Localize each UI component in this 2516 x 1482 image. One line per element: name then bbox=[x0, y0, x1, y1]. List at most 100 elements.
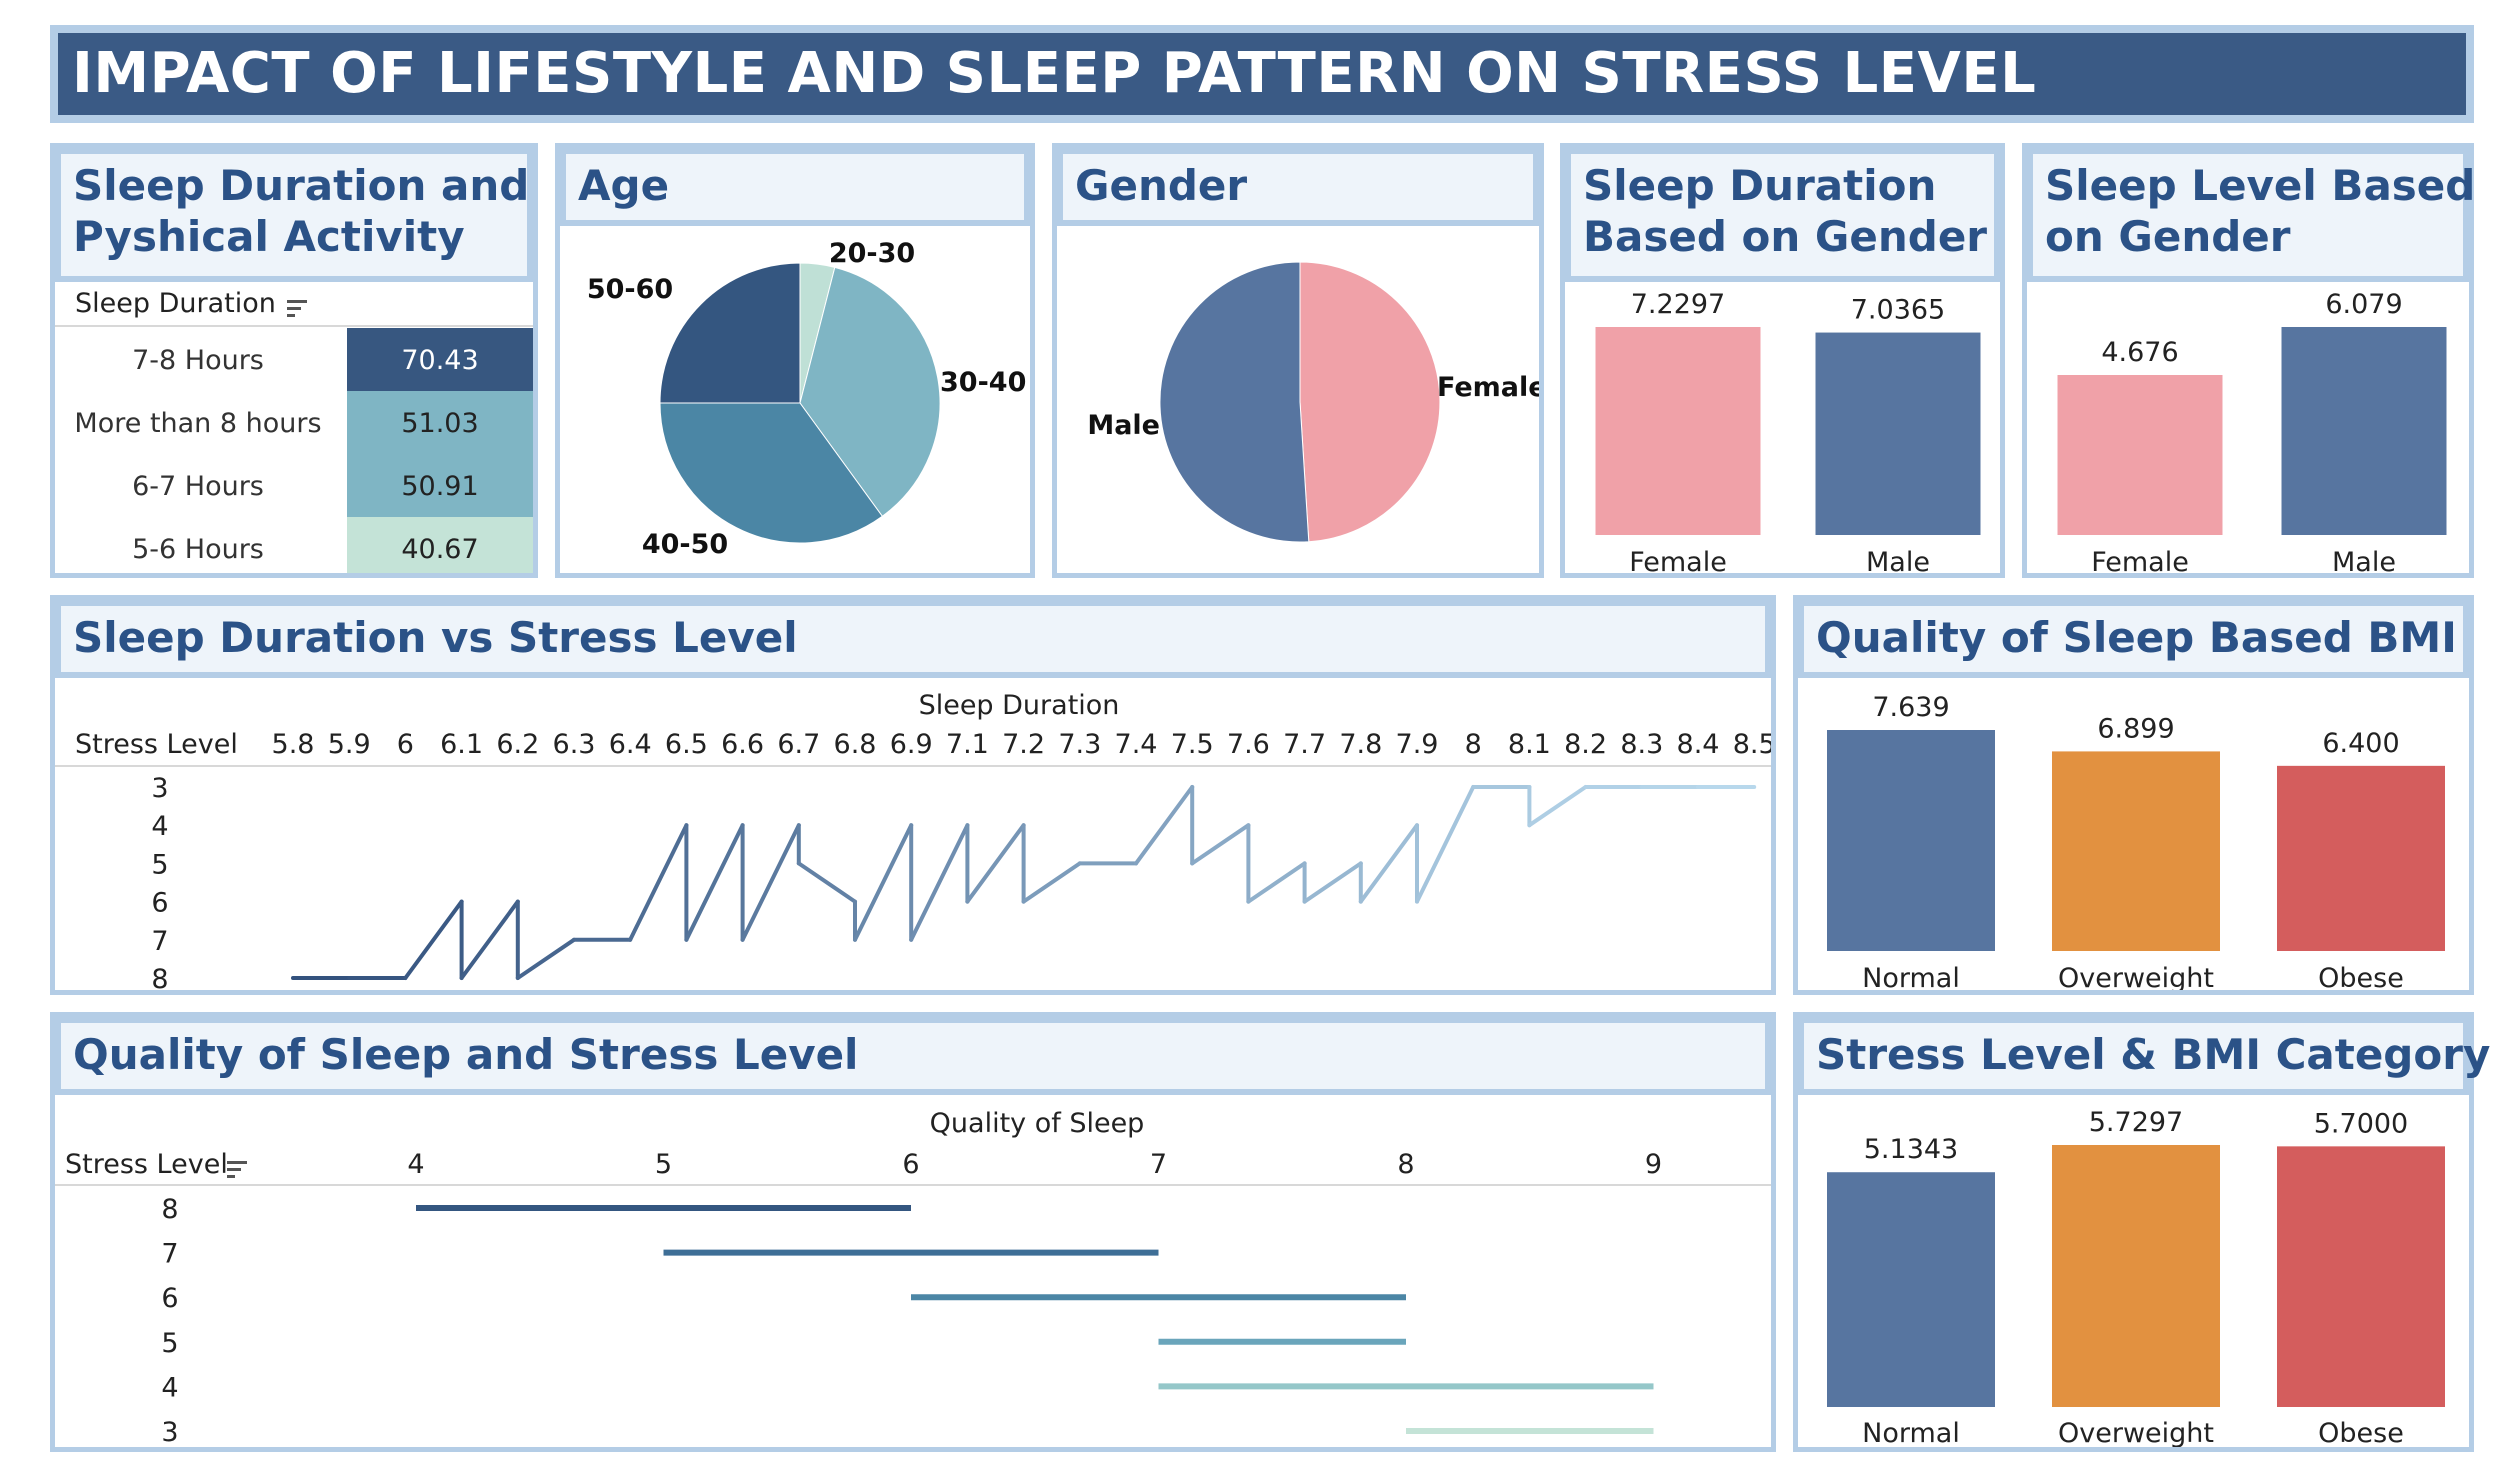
bar-male[interactable] bbox=[1815, 332, 1981, 535]
line-segment bbox=[909, 823, 970, 942]
x-tick-label: 8 bbox=[1465, 729, 1482, 760]
x-tick-label: 6.5 bbox=[665, 729, 708, 760]
panel-age: Age 20-30 30-40 40-50 50-60 bbox=[555, 143, 1035, 578]
bar-normal[interactable] bbox=[1827, 730, 1995, 951]
panel-title-line1: Sleep Duration and bbox=[73, 161, 530, 210]
panel-title: Stress Level & BMI Category bbox=[1798, 1017, 2490, 1095]
x-tick-label: 6.6 bbox=[721, 729, 764, 760]
column-header-sleep-duration[interactable]: Sleep Duration bbox=[75, 288, 276, 319]
panel-title: Quality of Sleep Based BMI bbox=[1798, 600, 2469, 678]
y-tick-label: 4 bbox=[161, 1372, 178, 1403]
y-tick-label: 4 bbox=[151, 811, 168, 842]
x-tick-label: 7.1 bbox=[946, 729, 989, 760]
x-tick-label: 8.4 bbox=[1677, 729, 1720, 760]
category-label: Normal bbox=[1862, 1418, 1960, 1447]
row-header-stress-level: Stress Level bbox=[75, 729, 238, 760]
x-tick-label: 8 bbox=[1397, 1149, 1414, 1180]
bar-female[interactable] bbox=[1595, 327, 1761, 535]
x-tick-label: 6 bbox=[397, 729, 414, 760]
table-row-value: 70.43 bbox=[401, 345, 478, 376]
table-value-cell[interactable] bbox=[347, 517, 533, 573]
table-row-label[interactable]: 6-7 Hours bbox=[132, 471, 264, 502]
panel-quality-bmi: Quality of Sleep Based BMI 7.639 Normal 6.… bbox=[1793, 595, 2474, 995]
bar-obese[interactable] bbox=[2277, 1146, 2445, 1407]
x-tick-label: 6 bbox=[902, 1149, 919, 1180]
pie-slice-30-40[interactable] bbox=[799, 266, 941, 517]
bar-value-label: 6.400 bbox=[2322, 728, 2399, 759]
x-tick-label: 6.4 bbox=[609, 729, 652, 760]
pie-slice-female[interactable] bbox=[1299, 261, 1441, 543]
y-tick-label: 3 bbox=[151, 773, 168, 804]
category-label: Male bbox=[1866, 547, 1930, 573]
sleep-vs-stress-line-chart: Sleep Duration Stress Level 5.8 5.9 6 6.1 6.… bbox=[55, 690, 1771, 990]
x-tick-label: 5.8 bbox=[272, 729, 315, 760]
panel-title-line2: Pyshical Activity bbox=[73, 212, 465, 261]
x-tick-label: 8.5 bbox=[1733, 729, 1771, 760]
bar-overweight[interactable] bbox=[2052, 1145, 2220, 1407]
bar-normal[interactable] bbox=[1827, 1172, 1995, 1407]
table-row-label[interactable]: 7-8 Hours bbox=[132, 345, 264, 376]
table-row-label[interactable]: More than 8 hours bbox=[74, 408, 321, 439]
category-label: Obese bbox=[2318, 963, 2404, 990]
sleep-activity-table: Sleep Duration 7-8 Hours 70.43 More than 8… bbox=[55, 288, 533, 573]
line-segment bbox=[1358, 823, 1419, 904]
x-tick-label: 7.9 bbox=[1396, 729, 1439, 760]
panel-title-line2: Based on Gender bbox=[1583, 212, 1988, 261]
dashboard-title-bar: IMPACT OF LIFESTYLE AND SLEEP PATTERN ON… bbox=[50, 25, 2474, 123]
bar-obese[interactable] bbox=[2277, 765, 2445, 951]
y-tick-label: 6 bbox=[151, 888, 168, 919]
bar-value-label: 6.079 bbox=[2325, 289, 2402, 320]
line-segment bbox=[1021, 861, 1082, 904]
bar-value-label: 4.676 bbox=[2101, 337, 2178, 368]
y-tick-label: 7 bbox=[161, 1239, 178, 1270]
x-tick-label: 9 bbox=[1645, 1149, 1662, 1180]
pie-slice-male[interactable] bbox=[1159, 261, 1310, 543]
category-label: Overweight bbox=[2058, 963, 2214, 990]
table-value-cell[interactable] bbox=[347, 328, 533, 391]
x-tick-label: 6.8 bbox=[834, 729, 877, 760]
x-tick-label: 7.2 bbox=[1002, 729, 1045, 760]
y-tick-label: 7 bbox=[151, 926, 168, 957]
panel-quality-stress: Quality of Sleep and Stress Level Qualit… bbox=[50, 1012, 1776, 1452]
bar-value-label: 5.1343 bbox=[1864, 1134, 1958, 1165]
panel-sleep-vs-stress: Sleep Duration vs Stress Level Sleep Dur… bbox=[50, 595, 1776, 995]
sort-icon[interactable] bbox=[287, 300, 307, 317]
x-tick-label: 6.2 bbox=[496, 729, 539, 760]
bar-overweight[interactable] bbox=[2052, 751, 2220, 951]
y-tick-label: 3 bbox=[161, 1417, 178, 1447]
bar-female[interactable] bbox=[2057, 375, 2223, 535]
line-segment bbox=[515, 937, 576, 980]
category-label: Female bbox=[1629, 547, 1727, 573]
line-segment bbox=[1246, 861, 1307, 904]
bar-value-label: 5.7000 bbox=[2314, 1108, 2408, 1139]
sleep-gender-bar-chart: 7.2297 Female 7.0365 Male bbox=[1595, 289, 1981, 573]
category-label: Obese bbox=[2318, 1418, 2404, 1447]
pie-label: 50-60 bbox=[587, 274, 673, 305]
table-row-label[interactable]: 5-6 Hours bbox=[132, 534, 264, 565]
line-segment bbox=[1190, 823, 1251, 866]
panel-title: Sleep Duration Based on Gender bbox=[1565, 148, 2000, 282]
x-tick-label: 6.9 bbox=[890, 729, 933, 760]
x-tick-label: 7.4 bbox=[1115, 729, 1158, 760]
panel-title: Gender bbox=[1057, 148, 1539, 226]
line-segment bbox=[796, 861, 857, 904]
line-segment bbox=[1415, 785, 1476, 904]
pie-label: Male bbox=[1087, 410, 1160, 441]
dashboard-title: IMPACT OF LIFESTYLE AND SLEEP PATTERN ON… bbox=[72, 41, 2037, 106]
pie-label: 40-50 bbox=[642, 529, 728, 560]
pie-slice-50-60[interactable] bbox=[659, 262, 801, 404]
table-value-cell[interactable] bbox=[347, 391, 533, 454]
table-value-cell[interactable] bbox=[347, 454, 533, 517]
x-tick-label: 7.7 bbox=[1283, 729, 1326, 760]
panel-title-line1: Sleep Level Based bbox=[2045, 161, 2476, 210]
pie-label: Female bbox=[1437, 372, 1539, 403]
pie-label: 20-30 bbox=[829, 238, 915, 269]
row-header-stress-level[interactable]: Stress Level bbox=[65, 1149, 228, 1180]
pie-slice-40-50[interactable] bbox=[659, 402, 883, 544]
sleep-level-gender-bar-chart: 4.676 Female 6.079 Male bbox=[2057, 289, 2447, 573]
sort-icon[interactable] bbox=[227, 1161, 247, 1178]
bar-male[interactable] bbox=[2281, 327, 2447, 535]
panel-title: Sleep Duration vs Stress Level bbox=[55, 600, 1771, 678]
bar-value-label: 7.0365 bbox=[1851, 295, 1945, 326]
table-row-value: 50.91 bbox=[401, 471, 478, 502]
